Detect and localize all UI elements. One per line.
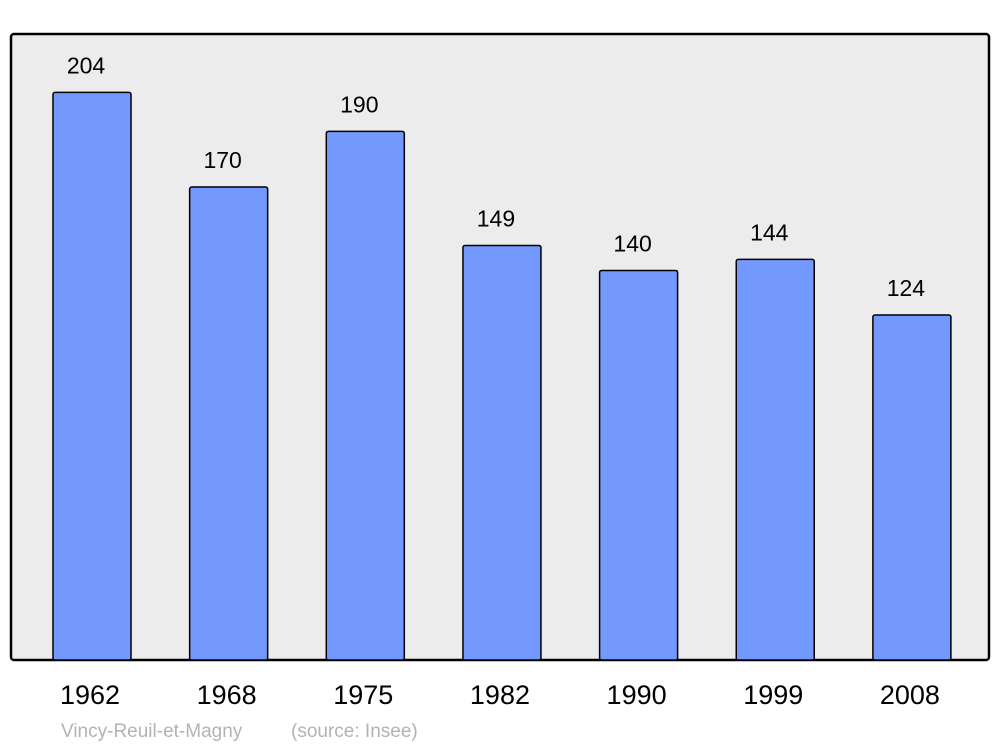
data-label-1982: 149 (477, 205, 515, 231)
x-tick-label-2008: 2008 (880, 680, 940, 710)
data-label-1975: 190 (340, 91, 378, 117)
x-tick-label-1982: 1982 (470, 680, 530, 710)
data-label-1999: 144 (750, 219, 789, 245)
bar-1982 (462, 244, 542, 661)
data-label-1968: 170 (203, 147, 241, 173)
footer-place: Vincy-Reuil-et-Magny (61, 721, 243, 742)
bar-1975 (325, 130, 406, 661)
x-tick-label-1968: 1968 (197, 680, 257, 710)
bar-1990 (598, 269, 679, 661)
bar-1999 (735, 258, 815, 661)
footer-source: (source: Insee) (291, 721, 418, 742)
x-tick-label-1990: 1990 (607, 680, 667, 710)
data-label-1962: 204 (67, 52, 106, 78)
x-tick-label-1975: 1975 (333, 680, 393, 710)
bar-1962 (52, 91, 132, 661)
x-tick-label-1962: 1962 (60, 680, 120, 710)
x-tick-label-1999: 1999 (743, 680, 803, 710)
data-label-2008: 124 (887, 275, 926, 301)
bar-2008 (872, 314, 952, 661)
bar-1968 (188, 186, 269, 661)
data-label-1990: 140 (613, 230, 651, 256)
